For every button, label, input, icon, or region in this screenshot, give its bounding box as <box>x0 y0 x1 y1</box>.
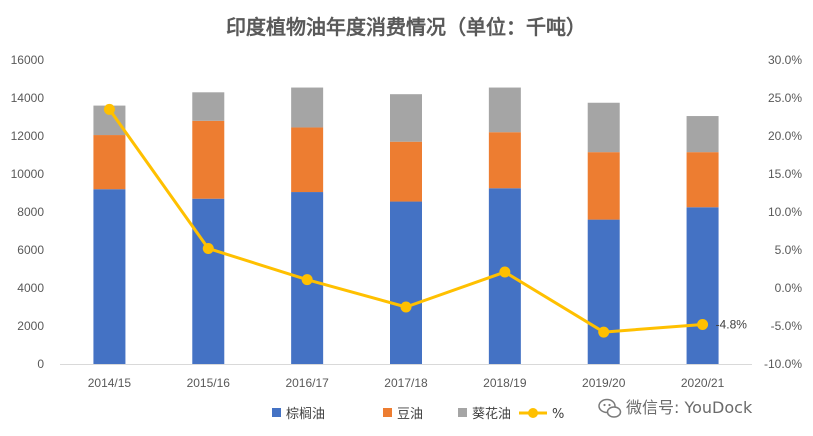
bar-segment <box>686 152 719 208</box>
y-left-tick-label: 10000 <box>11 167 45 181</box>
watermark: 微信号: YouDock <box>598 398 753 418</box>
x-tick-label: 2018/19 <box>483 376 527 390</box>
y-left-tick-label: 6000 <box>17 243 44 257</box>
percent-point <box>697 318 709 330</box>
percent-line-series <box>103 103 709 338</box>
bar-segment <box>587 219 620 364</box>
x-tick-label: 2020/21 <box>681 376 725 390</box>
percent-point <box>499 266 511 278</box>
x-tick-label: 2015/16 <box>187 376 231 390</box>
bar-segment <box>291 87 324 128</box>
legend-label: 棕榈油 <box>286 407 325 422</box>
bar-segment <box>390 94 422 142</box>
bar-segment <box>192 198 225 364</box>
y-right-tick-label: 0.0% <box>775 281 803 295</box>
y-left-tick-label: 16000 <box>11 53 45 67</box>
percent-point <box>301 274 313 286</box>
percent-point <box>400 301 412 313</box>
bar-segment <box>587 152 620 220</box>
y-right-tick-label: 15.0% <box>768 167 802 181</box>
y-left-tick-label: 8000 <box>17 205 44 219</box>
bar-segment <box>93 135 126 190</box>
legend-label: % <box>552 407 564 422</box>
percent-point <box>598 326 610 338</box>
y-right-tick-label: 25.0% <box>768 91 802 105</box>
x-axis: 2014/15 2015/16 2016/17 2017/18 2018/19 2019/… <box>88 376 725 390</box>
bar-segment <box>291 127 324 193</box>
y-right-tick-label: -5.0% <box>771 319 803 333</box>
legend-marker <box>528 408 538 418</box>
legend-swatch <box>383 408 392 417</box>
bar-segment <box>192 92 225 121</box>
bar-segment <box>390 141 422 202</box>
bar-segment <box>587 102 620 153</box>
y-left-tick-label: 4000 <box>17 281 44 295</box>
legend: 棕榈油 豆油 葵花油% <box>272 406 564 422</box>
y-right-tick-label: 10.0% <box>768 205 802 219</box>
y-right-tick-label: 20.0% <box>768 129 802 143</box>
bar-segment <box>390 201 422 364</box>
y-axis-right: -10.0% -5.0% 0.0% 5.0% 10.0% 15.0% 20.0% 25.0% 3… <box>764 53 802 371</box>
bar-segment <box>488 132 521 189</box>
data-labels: -4.8% <box>716 317 748 331</box>
y-axis-left: 0 2000 4000 6000 8000 10000 12000 14000 16000 <box>11 53 45 371</box>
legend-swatch <box>272 408 281 417</box>
percent-point <box>202 242 214 254</box>
y-left-tick-label: 0 <box>37 357 44 371</box>
y-right-tick-label: 30.0% <box>768 53 802 67</box>
y-left-tick-label: 12000 <box>11 129 45 143</box>
y-right-tick-label: -10.0% <box>764 357 802 371</box>
x-tick-label: 2017/18 <box>384 376 428 390</box>
y-left-tick-label: 14000 <box>11 91 45 105</box>
bar-segment <box>686 207 719 364</box>
legend-swatch <box>458 408 467 417</box>
legend-label: 葵花油 <box>472 406 511 422</box>
bar-segment <box>488 87 521 133</box>
bars <box>93 87 719 364</box>
data-label: -4.8% <box>716 317 748 331</box>
bar-segment <box>686 116 719 153</box>
percent-point <box>103 103 115 115</box>
y-left-tick-label: 2000 <box>17 319 44 333</box>
x-tick-label: 2016/17 <box>285 376 329 390</box>
legend-label: 豆油 <box>397 407 423 422</box>
y-right-tick-label: 5.0% <box>775 243 803 257</box>
bar-segment <box>93 189 126 364</box>
wechat-icon <box>598 398 622 418</box>
bar-segment <box>192 120 225 199</box>
x-tick-label: 2014/15 <box>88 376 132 390</box>
chart-title: 印度植物油年度消费情况（单位：千吨） <box>226 15 586 39</box>
x-tick-label: 2019/20 <box>582 376 626 390</box>
watermark-text: 微信号: YouDock <box>626 398 753 417</box>
